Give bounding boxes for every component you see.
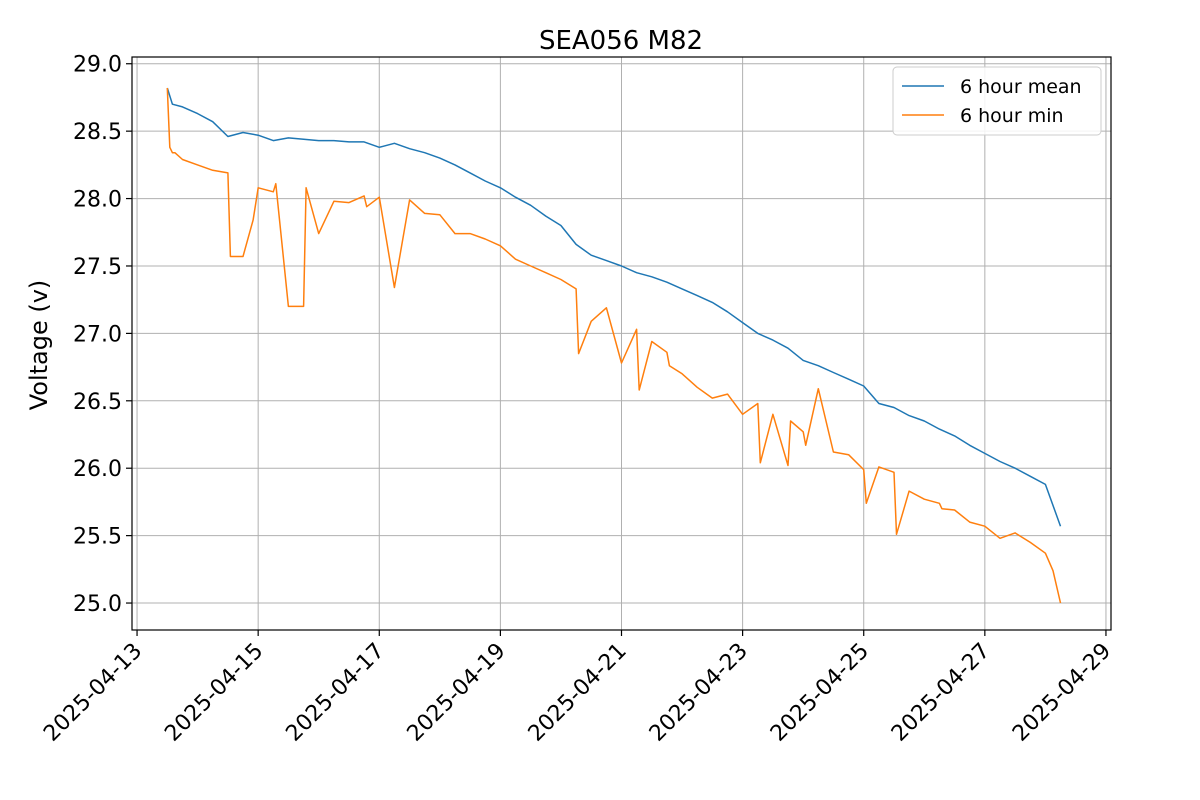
y-tick-label: 25.5 <box>73 525 122 550</box>
y-tick-label: 25.0 <box>73 592 122 617</box>
y-tick-label: 26.0 <box>73 457 122 482</box>
chart-title: SEA056 M82 <box>539 26 703 56</box>
y-tick-label: 27.0 <box>73 322 122 347</box>
y-tick-label: 27.5 <box>73 255 122 280</box>
grid <box>132 57 1111 630</box>
y-tick-label: 28.0 <box>73 188 122 213</box>
legend: 6 hour mean 6 hour min <box>892 66 1102 136</box>
y-tick-label: 28.5 <box>73 120 122 145</box>
series-line-mean <box>166 87 1062 527</box>
legend-label: 6 hour mean <box>960 76 1082 98</box>
legend-label: 6 hour min <box>960 105 1064 127</box>
series-lines <box>166 87 1062 604</box>
y-tick-label: 29.0 <box>73 53 122 78</box>
series-line-min <box>166 87 1062 604</box>
y-tick-label: 26.5 <box>73 390 122 415</box>
y-axis-title: Voltage (v) <box>25 280 53 411</box>
legend-box <box>892 66 1102 136</box>
